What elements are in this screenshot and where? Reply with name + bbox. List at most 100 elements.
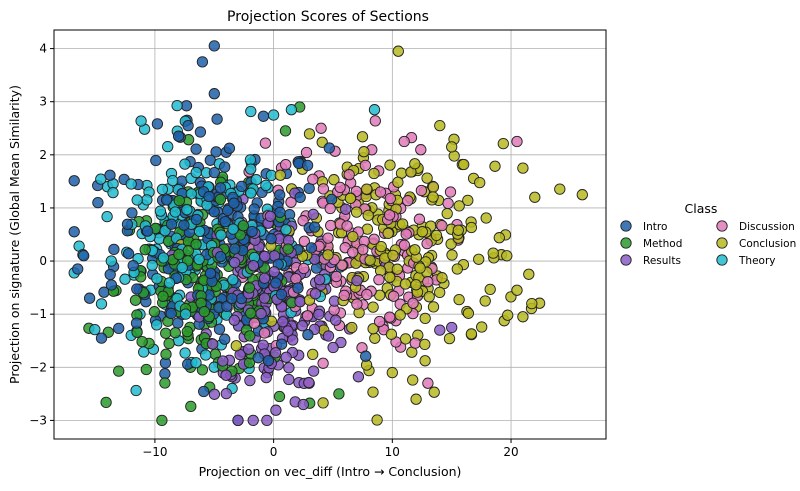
point-method: [214, 193, 227, 206]
point-conclusion: [479, 295, 491, 307]
point-intro: [131, 283, 143, 295]
point-intro: [275, 288, 288, 301]
point-results: [228, 256, 241, 269]
point-theory: [169, 206, 181, 218]
legend-item-intro: Intro: [620, 220, 667, 233]
point-intro: [95, 332, 108, 344]
point-method: [185, 400, 197, 413]
point-conclusion: [480, 212, 492, 224]
point-conclusion: [307, 348, 319, 361]
point-theory: [245, 163, 257, 175]
y-tick-label: −3: [29, 413, 47, 427]
point-theory: [141, 194, 153, 206]
point-method: [181, 325, 193, 338]
plot-frame: [53, 29, 607, 440]
point-conclusion: [451, 263, 463, 275]
point-conclusion: [446, 249, 458, 261]
point-conclusion: [554, 183, 566, 195]
point-discussion: [384, 311, 396, 323]
point-theory: [95, 298, 108, 310]
y-tick-label: 4: [39, 42, 47, 56]
point-conclusion: [445, 238, 457, 250]
point-method: [243, 282, 256, 294]
point-theory: [130, 384, 142, 397]
point-intro: [194, 126, 207, 138]
point-results: [351, 274, 363, 287]
point-intro: [208, 40, 220, 52]
point-intro: [274, 206, 286, 219]
point-theory: [250, 174, 262, 186]
point-method: [245, 307, 257, 319]
point-discussion: [398, 135, 410, 148]
point-conclusion: [427, 191, 439, 203]
point-intro: [160, 194, 173, 206]
point-discussion: [307, 173, 319, 185]
legend-item-theory: Theory: [716, 254, 775, 267]
point-conclusion: [529, 191, 541, 203]
point-theory: [185, 188, 197, 200]
point-conclusion: [421, 172, 433, 184]
legend: Class Intro Method Results Discussion Conclus…: [620, 201, 796, 267]
point-conclusion: [465, 221, 478, 234]
point-conclusion: [392, 176, 404, 188]
point-intro: [203, 190, 215, 203]
point-conclusion: [452, 224, 464, 236]
point-intro: [219, 215, 231, 228]
point-conclusion: [517, 162, 529, 174]
point-intro: [246, 225, 258, 238]
point-theory: [181, 204, 193, 216]
point-theory: [245, 105, 257, 118]
point-results: [259, 250, 271, 263]
point-intro: [151, 118, 164, 130]
point-results: [352, 371, 365, 383]
point-intro: [180, 100, 193, 112]
legend-item-method: Method: [620, 237, 682, 250]
point-results: [296, 320, 308, 332]
legend-item-discussion: Discussion: [716, 220, 795, 233]
point-conclusion: [443, 332, 456, 345]
point-discussion: [422, 276, 434, 288]
point-discussion: [415, 144, 427, 156]
x-tick-label: −10: [142, 445, 167, 459]
point-conclusion: [453, 293, 465, 306]
point-method: [333, 388, 345, 400]
chart-title: Projection Scores of Sections: [227, 9, 429, 25]
point-method: [129, 294, 142, 306]
point-results: [268, 266, 280, 278]
point-method: [159, 377, 171, 389]
legend-marker: [716, 254, 728, 266]
point-discussion: [413, 213, 426, 225]
point-intro: [78, 250, 90, 262]
point-results: [255, 307, 267, 320]
point-discussion: [398, 239, 411, 251]
point-conclusion: [476, 321, 488, 333]
point-intro: [274, 189, 286, 201]
point-conclusion: [436, 272, 448, 284]
point-theory: [101, 210, 113, 223]
point-theory: [131, 194, 143, 206]
point-conclusion: [384, 271, 396, 283]
x-tick-label: 20: [503, 445, 518, 459]
point-conclusion: [526, 297, 538, 310]
point-conclusion: [364, 254, 376, 266]
point-method: [100, 396, 112, 409]
point-intro: [122, 248, 135, 260]
point-conclusion: [382, 227, 394, 240]
point-results: [282, 325, 294, 337]
point-conclusion: [350, 206, 363, 218]
point-results: [287, 334, 299, 346]
point-discussion: [407, 297, 419, 309]
legend-label: Intro: [643, 221, 667, 233]
point-discussion: [322, 232, 334, 244]
point-conclusion: [367, 386, 379, 398]
point-theory: [151, 319, 163, 331]
point-discussion: [444, 186, 457, 198]
point-intro: [302, 329, 314, 341]
legend-label: Theory: [738, 255, 775, 267]
point-results: [277, 316, 289, 328]
y-tick-label: −2: [29, 360, 47, 374]
point-conclusion: [394, 309, 406, 321]
point-theory: [193, 253, 205, 266]
